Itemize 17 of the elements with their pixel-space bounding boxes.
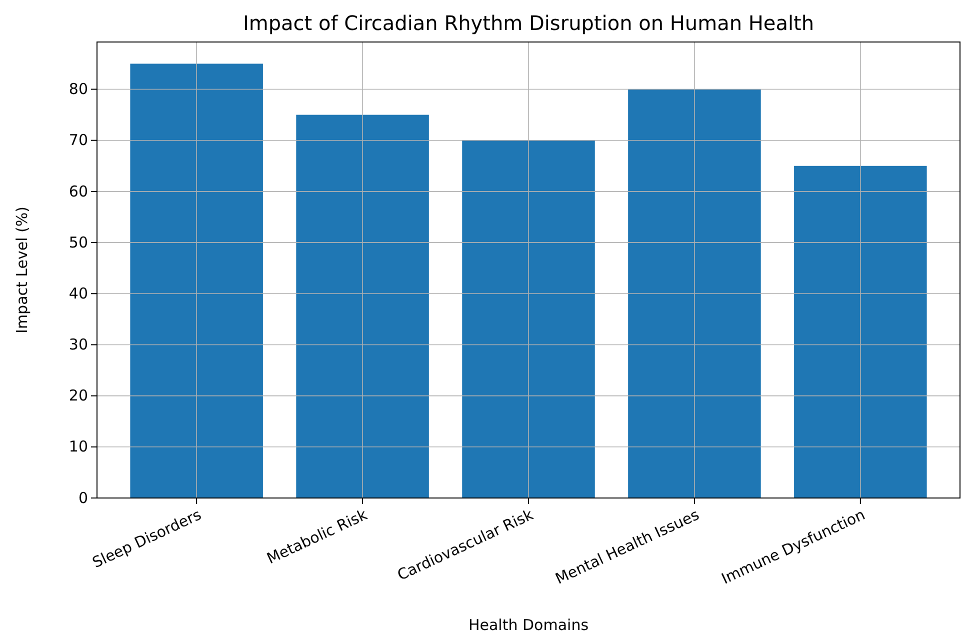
- y-tick-label: 70: [68, 131, 88, 150]
- bar: [794, 166, 927, 498]
- chart-title: Impact of Circadian Rhythm Disruption on Human Health: [242, 11, 814, 35]
- y-tick-label: 10: [68, 438, 88, 456]
- bar: [130, 64, 263, 498]
- y-tick-label: 60: [68, 182, 88, 200]
- y-tick-label: 40: [68, 284, 88, 302]
- bar: [296, 114, 429, 498]
- y-tick-label: 50: [68, 233, 88, 252]
- y-tick-label: 0: [78, 488, 88, 507]
- y-tick-label: 30: [68, 336, 88, 354]
- y-tick-label: 20: [68, 386, 88, 405]
- x-axis-title: Health Domains: [468, 616, 589, 634]
- bar: [462, 140, 595, 498]
- y-axis-title: Impact Level (%): [13, 206, 31, 334]
- bar: [628, 89, 761, 498]
- y-tick-label: 80: [68, 80, 88, 98]
